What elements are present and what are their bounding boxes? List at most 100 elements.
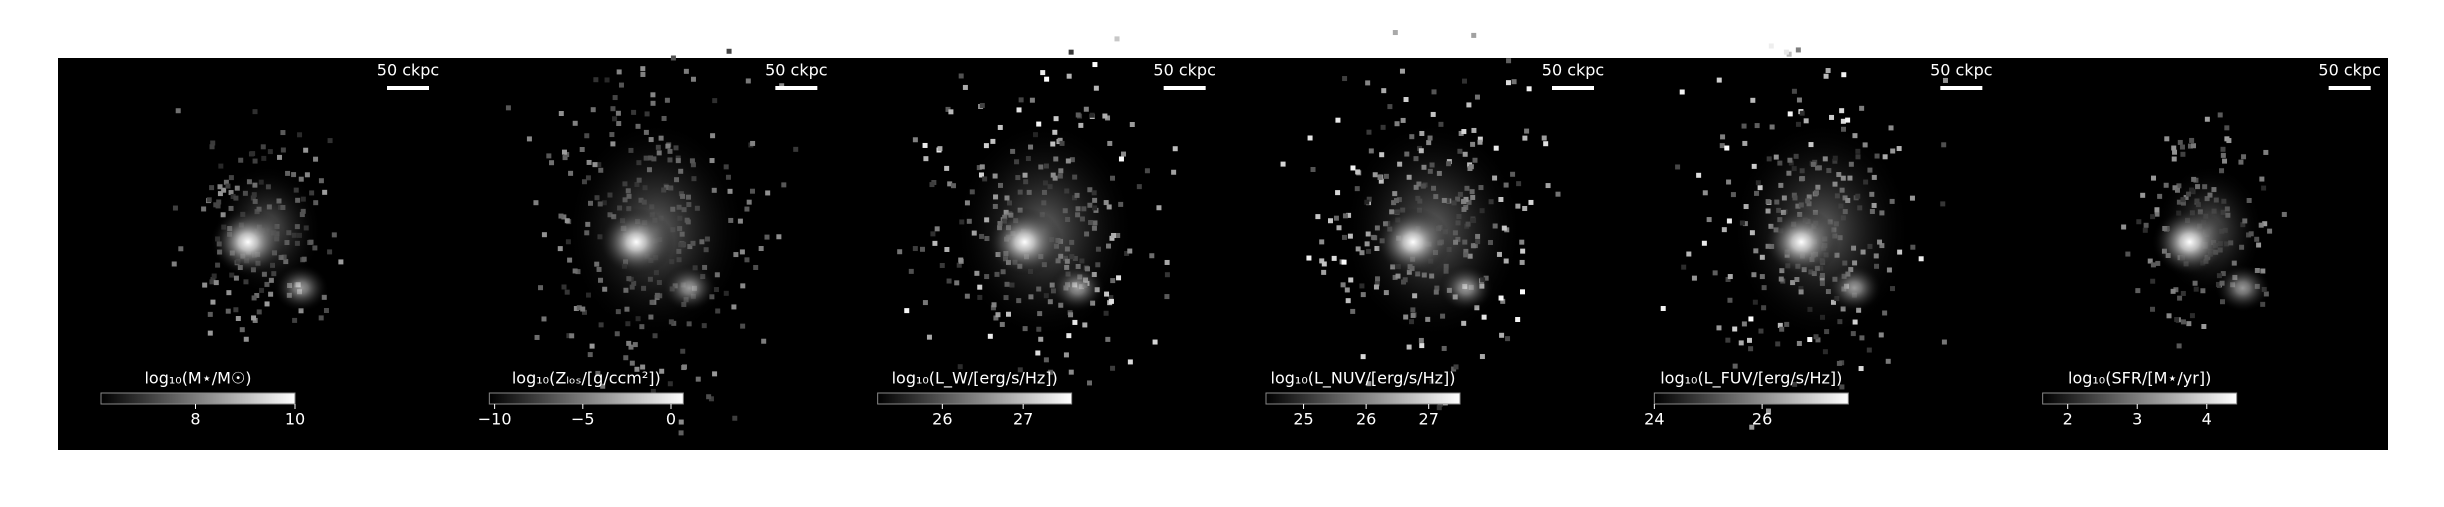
pixel xyxy=(1499,332,1505,338)
colorbar-label: log₁₀(L_NUV/[erg/s/Hz]) xyxy=(1271,369,1456,389)
pixel xyxy=(561,284,567,290)
pixel xyxy=(1029,97,1035,103)
pixel xyxy=(1103,310,1109,316)
pixel xyxy=(1280,161,1286,167)
pixel xyxy=(558,213,564,219)
pixel xyxy=(534,334,540,340)
pixel xyxy=(2136,219,2142,225)
pixel xyxy=(251,295,257,301)
colorbar-tick-label: 24 xyxy=(1644,410,1664,429)
pixel xyxy=(1882,310,1888,316)
pixel xyxy=(1768,43,1774,49)
pixel xyxy=(2262,221,2268,227)
pixel xyxy=(922,300,928,306)
pixel xyxy=(1048,369,1054,375)
pixel xyxy=(1430,111,1436,117)
pixel xyxy=(732,415,738,421)
pixel xyxy=(1319,239,1325,245)
pixel xyxy=(701,323,707,329)
pixel xyxy=(1783,49,1789,55)
pixel xyxy=(1365,80,1371,86)
pixel xyxy=(1152,339,1158,345)
pixel xyxy=(947,181,953,187)
pixel xyxy=(695,376,701,382)
pixel xyxy=(612,95,618,101)
pixel xyxy=(1392,30,1398,36)
pixel xyxy=(708,396,714,402)
pixel xyxy=(944,246,950,252)
pixel xyxy=(2180,319,2186,325)
scalebar-label: 50 ckpc xyxy=(2318,61,2380,80)
pixel xyxy=(761,338,767,344)
colorbar-tick-label: 25 xyxy=(1293,410,1313,429)
pixel xyxy=(715,308,721,314)
pixel xyxy=(979,102,985,108)
pixel xyxy=(956,262,962,268)
pixel xyxy=(1741,321,1747,327)
colorbar xyxy=(2042,392,2238,405)
pixel xyxy=(1102,113,1108,119)
pixel xyxy=(573,306,579,312)
pixel xyxy=(2177,139,2183,145)
pixel xyxy=(1429,379,1435,385)
pixel xyxy=(1748,346,1754,352)
scalebar-label: 50 ckpc xyxy=(765,61,827,80)
pixel xyxy=(1890,148,1896,154)
pixel xyxy=(781,182,787,188)
pixel xyxy=(327,249,333,255)
pixel xyxy=(331,232,337,238)
pixel xyxy=(576,305,582,311)
pixel xyxy=(1749,424,1755,430)
pixel xyxy=(322,189,328,195)
pixel xyxy=(561,214,567,220)
pixel xyxy=(1754,123,1760,129)
pixel xyxy=(1461,78,1467,84)
pixel xyxy=(2281,211,2287,217)
pixel xyxy=(2260,268,2266,274)
pixel xyxy=(201,206,207,212)
pixel xyxy=(650,92,656,98)
pixel xyxy=(1845,117,1851,123)
pixel xyxy=(929,182,935,188)
pixel xyxy=(1896,146,1902,152)
pixel xyxy=(2226,138,2232,144)
pixel xyxy=(632,342,638,348)
pixel xyxy=(2204,116,2210,122)
pixel xyxy=(1918,256,1924,262)
pixel xyxy=(1114,36,1120,42)
pixel xyxy=(650,388,656,394)
pixel xyxy=(593,77,599,83)
pixel xyxy=(1474,94,1480,100)
colorbar xyxy=(1265,392,1461,405)
pixel xyxy=(2170,288,2176,294)
pixel xyxy=(213,202,219,208)
pixel xyxy=(1555,191,1561,197)
pixel xyxy=(526,136,532,142)
pixel xyxy=(2238,159,2244,165)
pixel xyxy=(1063,352,1069,358)
pixel xyxy=(1089,112,1095,118)
pixel xyxy=(1121,151,1127,157)
pixel xyxy=(1748,316,1754,322)
pixel xyxy=(254,292,260,298)
pixel xyxy=(897,249,903,255)
pixel xyxy=(569,333,575,339)
scalebar-label: 50 ckpc xyxy=(1153,61,1215,80)
pixel xyxy=(614,331,620,337)
scalebar xyxy=(1163,86,1206,90)
pixel xyxy=(1803,118,1809,124)
pixel xyxy=(2125,251,2131,257)
pixel xyxy=(962,84,968,90)
pixel xyxy=(1327,218,1333,224)
pixel xyxy=(546,153,552,159)
pixel xyxy=(659,368,665,374)
pixel xyxy=(1541,135,1547,141)
pixel xyxy=(1686,251,1692,257)
pixel xyxy=(964,293,970,299)
pixel xyxy=(744,206,750,212)
pixel xyxy=(1702,190,1708,196)
pixel xyxy=(712,371,718,377)
pixel xyxy=(2135,288,2141,294)
pixel xyxy=(1730,192,1736,198)
pixel xyxy=(538,285,544,291)
